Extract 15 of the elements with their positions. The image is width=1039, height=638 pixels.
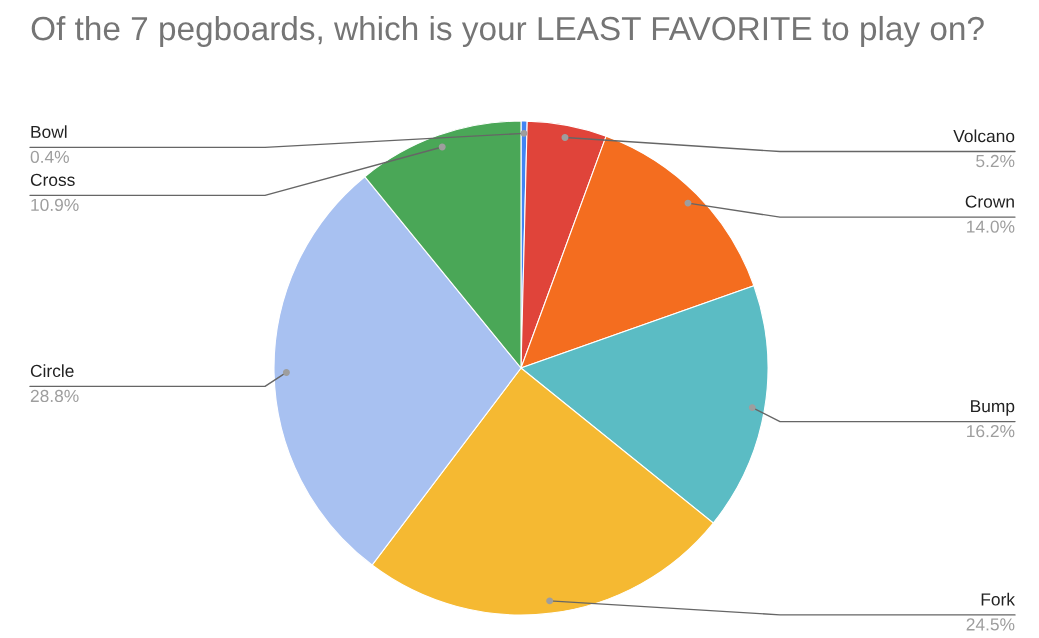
data-label: 16.2%: [967, 424, 1015, 438]
slice-label: Fork: [981, 592, 1016, 606]
slice-label: Circle: [30, 364, 74, 378]
data-label: 0.4%: [30, 150, 69, 164]
chart-title: Of the 7 pegboards, which is your LEAST FAVORITE to play on?: [31, 15, 984, 48]
slice-label: Volcano: [953, 129, 1015, 143]
data-label: 28.8%: [30, 389, 79, 403]
data-label: 14.0%: [967, 220, 1015, 233]
slice-label: Cross: [30, 173, 75, 187]
slice-label: Bump: [971, 400, 1015, 416]
data-label: 24.5%: [966, 618, 1015, 631]
slice-label: Crown: [965, 195, 1014, 208]
slice-label: Bowl: [31, 125, 67, 139]
data-label: 10.9%: [31, 198, 79, 212]
data-label: 5.2%: [976, 154, 1015, 168]
